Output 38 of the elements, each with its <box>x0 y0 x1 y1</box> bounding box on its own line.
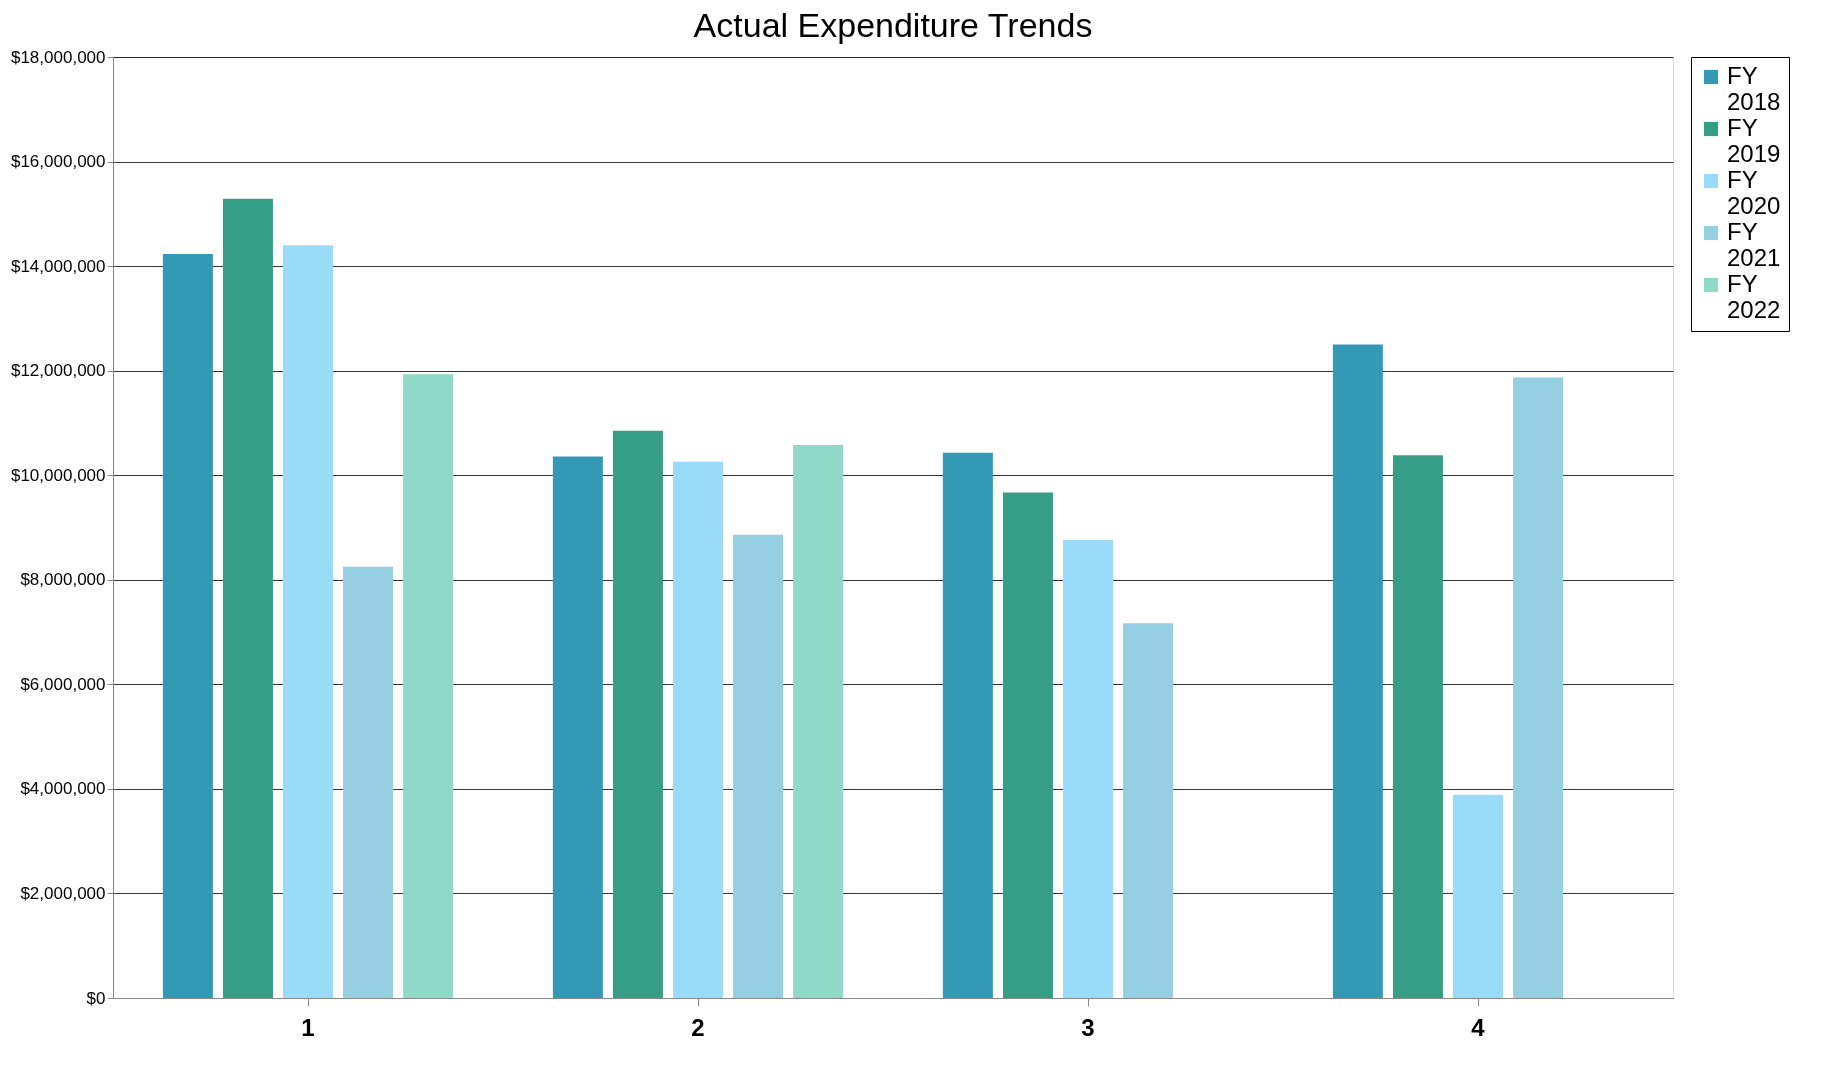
bar <box>403 374 454 998</box>
bar <box>1453 794 1503 998</box>
legend-label: FY 2020 <box>1727 166 1781 219</box>
y-tick-label: $12,000,000 <box>10 361 106 381</box>
y-tick-label: $10,000,000 <box>10 465 106 485</box>
x-tick-label: 2 <box>691 1013 705 1041</box>
x-tick-label: 3 <box>1081 1013 1095 1041</box>
bar <box>162 254 213 998</box>
bar <box>1063 540 1113 998</box>
bar <box>793 444 844 998</box>
x-tick-label: 4 <box>1471 1013 1486 1041</box>
bar <box>612 430 663 998</box>
y-tick-label: $2,000,000 <box>20 883 106 903</box>
y-tick-label: $16,000,000 <box>10 152 106 172</box>
bar <box>733 534 784 998</box>
y-tick-label: $14,000,000 <box>10 256 106 276</box>
legend-label: FY 2018 <box>1727 62 1781 115</box>
y-tick-label: $8,000,000 <box>20 570 106 590</box>
legend-label: FY 2022 <box>1727 270 1781 323</box>
y-tick-label: $4,000,000 <box>20 779 106 799</box>
bar <box>1332 344 1383 998</box>
y-tick-label: $6,000,000 <box>20 674 106 694</box>
legend-label: FY 2019 <box>1727 114 1781 167</box>
bar <box>1002 492 1053 998</box>
bar <box>942 452 993 998</box>
bar <box>222 198 273 998</box>
y-tick-label: $0 <box>86 988 106 1008</box>
legend-label: FY 2021 <box>1727 218 1781 271</box>
bar <box>283 245 333 998</box>
bar <box>673 461 723 998</box>
bar <box>343 566 394 998</box>
bar <box>1123 623 1174 998</box>
x-tick-label: 1 <box>301 1013 315 1041</box>
bar <box>552 456 603 998</box>
chart-title: Actual Expenditure Trends <box>693 6 1093 44</box>
bar <box>1513 377 1564 998</box>
bar <box>1392 455 1443 998</box>
y-tick-label: $18,000,000 <box>10 47 106 67</box>
